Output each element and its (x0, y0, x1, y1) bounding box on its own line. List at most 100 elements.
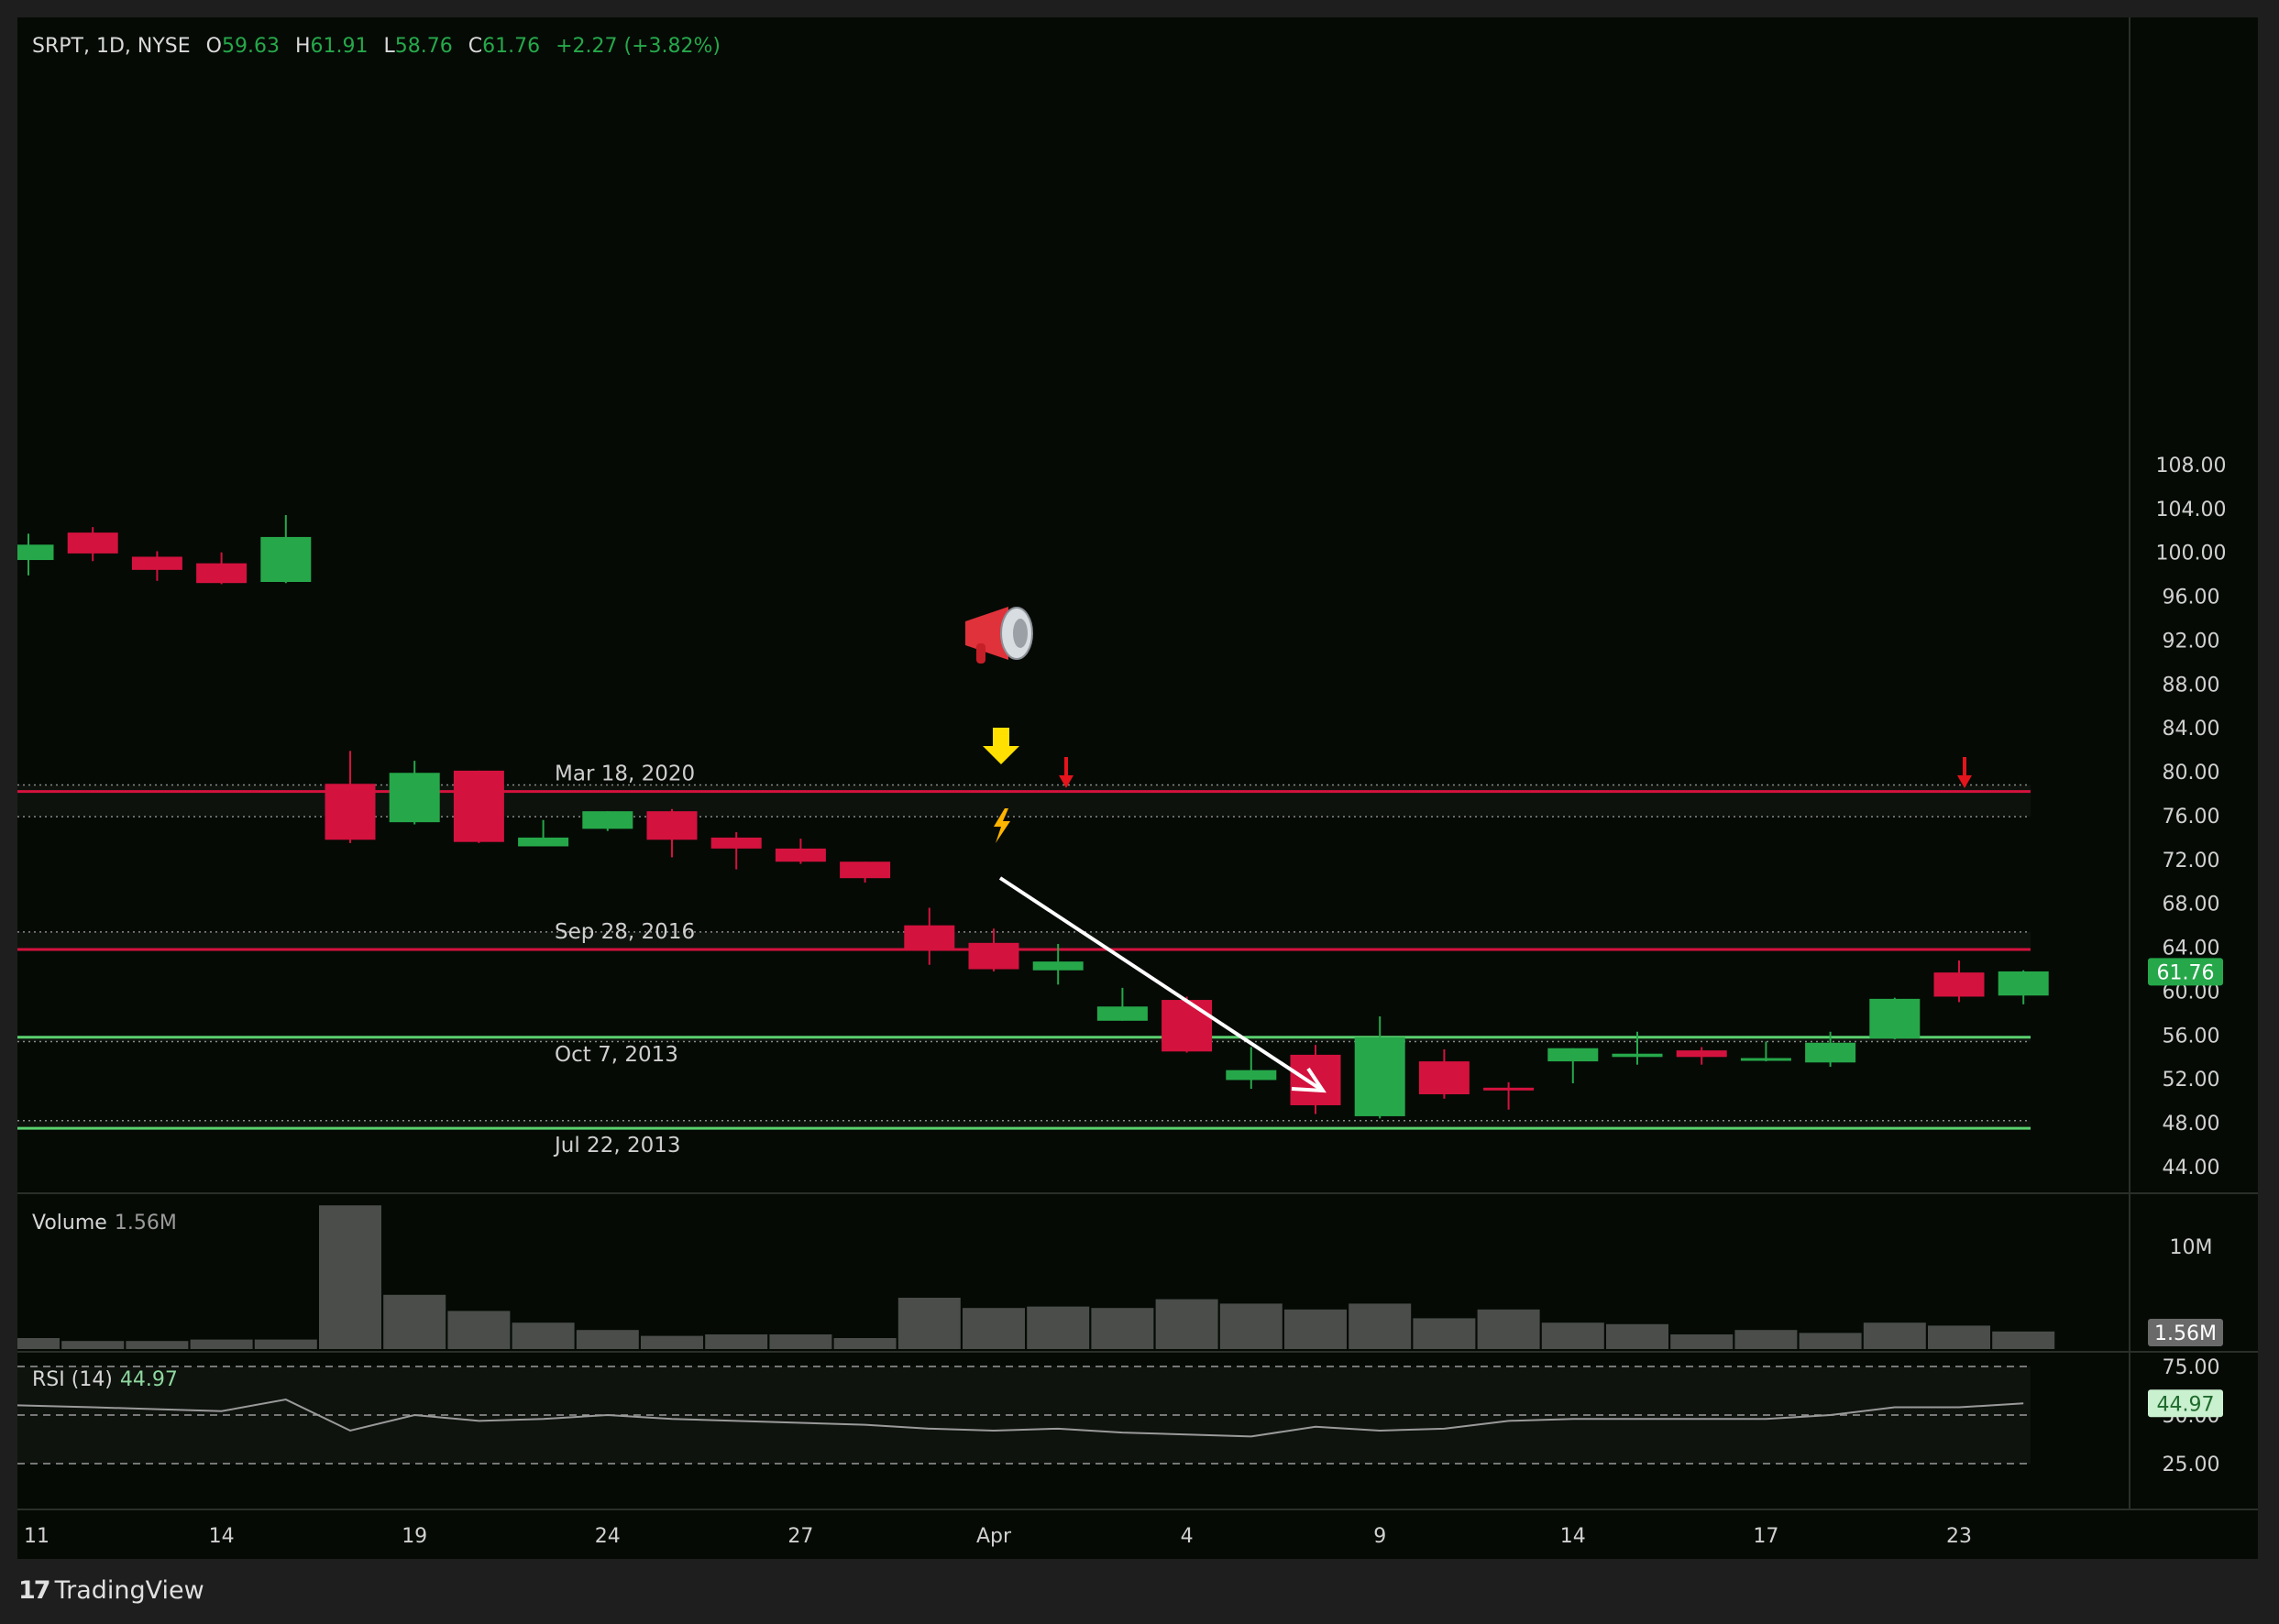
volume-bar[interactable] (576, 1330, 639, 1349)
candle[interactable] (775, 848, 826, 862)
rsi-tick-label: 25.00 (2163, 1454, 2220, 1476)
price-tick-label: 104.00 (2156, 499, 2227, 521)
candle[interactable] (1547, 1048, 1599, 1062)
volume-bar[interactable] (1928, 1325, 1990, 1349)
rsi-line[interactable] (17, 1398, 2024, 1438)
volume-bar[interactable] (1992, 1331, 2055, 1349)
close-label: C (468, 35, 483, 58)
volume-bar[interactable] (1734, 1330, 1798, 1349)
volume-badge-text: 1.56M (2154, 1322, 2217, 1345)
candle[interactable] (1354, 1037, 1405, 1116)
last-price-text: 61.76 (2157, 961, 2215, 984)
volume-axis-tick: 10M (2170, 1236, 2213, 1259)
rsi-tick-label: 75.00 (2163, 1356, 2220, 1379)
candle[interactable] (582, 811, 633, 829)
candle[interactable] (518, 837, 569, 847)
candle[interactable] (1612, 1053, 1663, 1058)
megaphone-bell-inner (1013, 619, 1028, 648)
level-band (17, 785, 2031, 817)
candle[interactable] (67, 532, 118, 554)
high-value: 61.91 (310, 35, 369, 58)
volume-bar[interactable] (1606, 1323, 1668, 1349)
candle[interactable] (1162, 1000, 1213, 1052)
candle[interactable] (968, 942, 1019, 970)
volume-bar[interactable] (1670, 1334, 1734, 1349)
volume-bar[interactable] (1477, 1309, 1540, 1349)
chart-frame: 108.00 104.00 100.00 96.00 92.00 88.00 84.00 80… (17, 17, 2258, 1559)
candle[interactable] (710, 837, 762, 849)
volume-bar[interactable] (705, 1334, 768, 1349)
volume-bar[interactable] (963, 1308, 1025, 1349)
volume-bar[interactable] (1219, 1303, 1283, 1349)
megaphone-handle (976, 643, 985, 664)
volume-bar[interactable] (447, 1311, 511, 1349)
volume-bar[interactable] (641, 1335, 703, 1349)
price-tick-label: 48.00 (2163, 1113, 2220, 1136)
candle[interactable] (260, 536, 312, 582)
open-label: O (205, 35, 222, 58)
volume-bar[interactable] (1541, 1322, 1604, 1349)
volume-bar[interactable] (1799, 1333, 1862, 1349)
red-arrow-head (1957, 775, 1972, 788)
symbol-label[interactable]: SRPT, 1D, NYSE (32, 35, 191, 58)
candle[interactable] (453, 770, 504, 842)
candle[interactable] (389, 773, 440, 823)
tradingview-logo[interactable]: 17 TradingView (18, 1576, 204, 1605)
volume-bar[interactable] (1413, 1318, 1476, 1349)
candle[interactable] (131, 556, 182, 570)
volume-bar[interactable] (897, 1298, 961, 1349)
candle[interactable] (1226, 1070, 1277, 1081)
last-price-badge[interactable] (2148, 958, 2223, 986)
volume-bar[interactable] (319, 1205, 381, 1349)
volume-bar[interactable] (1863, 1322, 1926, 1349)
volume-bar[interactable] (17, 1338, 60, 1349)
rsi-legend[interactable]: RSI (14) 44.97 (32, 1368, 178, 1391)
open-value: 59.63 (221, 35, 280, 58)
time-tick-label: 27 (787, 1525, 813, 1548)
candle[interactable] (646, 811, 698, 840)
level-label: Jul 22, 2013 (553, 1134, 680, 1158)
volume-bar[interactable] (769, 1334, 832, 1349)
yellow-down-arrow-icon (983, 728, 1019, 764)
low-value: 58.76 (394, 35, 453, 58)
volume-bar[interactable] (254, 1339, 317, 1349)
candle[interactable] (1096, 1006, 1148, 1021)
volume-badge[interactable] (2148, 1319, 2223, 1346)
candle[interactable] (17, 544, 54, 561)
trend-arrow[interactable] (998, 876, 1325, 1092)
candle[interactable] (1869, 998, 1921, 1038)
volume-bar[interactable] (1091, 1308, 1154, 1349)
price-tick-label: 80.00 (2163, 762, 2220, 785)
candle[interactable] (1805, 1042, 1856, 1063)
price-tick-label: 44.00 (2163, 1157, 2220, 1180)
time-tick-label: 23 (1946, 1525, 1972, 1548)
volume-bar[interactable] (1284, 1309, 1347, 1349)
candle[interactable] (1933, 972, 1985, 997)
candle[interactable] (1676, 1050, 1727, 1058)
candle[interactable] (1740, 1058, 1791, 1061)
volume-bar[interactable] (1349, 1303, 1412, 1349)
price-tick-label: 100.00 (2156, 543, 2227, 565)
volume-bar[interactable] (512, 1322, 575, 1349)
candle[interactable] (1032, 961, 1084, 971)
candle[interactable] (840, 861, 891, 879)
volume-bar[interactable] (126, 1341, 189, 1349)
candle[interactable] (1483, 1087, 1535, 1091)
volume-bar[interactable] (61, 1341, 125, 1349)
candle[interactable] (1998, 971, 2049, 996)
price-tick-label: 92.00 (2163, 630, 2220, 653)
candlestick-chart[interactable]: 108.00 104.00 100.00 96.00 92.00 88.00 84.00 80… (17, 17, 2258, 1559)
volume-legend[interactable]: Volume 1.56M (32, 1212, 177, 1234)
volume-bar[interactable] (1155, 1299, 1218, 1349)
candle[interactable] (325, 784, 376, 840)
trend-arrow-head (1291, 1067, 1327, 1093)
volume-bar[interactable] (190, 1339, 253, 1349)
time-tick-label: 14 (1560, 1525, 1586, 1548)
volume-bar[interactable] (833, 1338, 897, 1349)
candle[interactable] (904, 925, 955, 949)
rsi-badge[interactable] (2148, 1389, 2223, 1418)
volume-bar[interactable] (383, 1294, 446, 1349)
volume-bar[interactable] (1027, 1306, 1090, 1349)
candle[interactable] (1418, 1061, 1470, 1094)
candle[interactable] (196, 563, 248, 584)
